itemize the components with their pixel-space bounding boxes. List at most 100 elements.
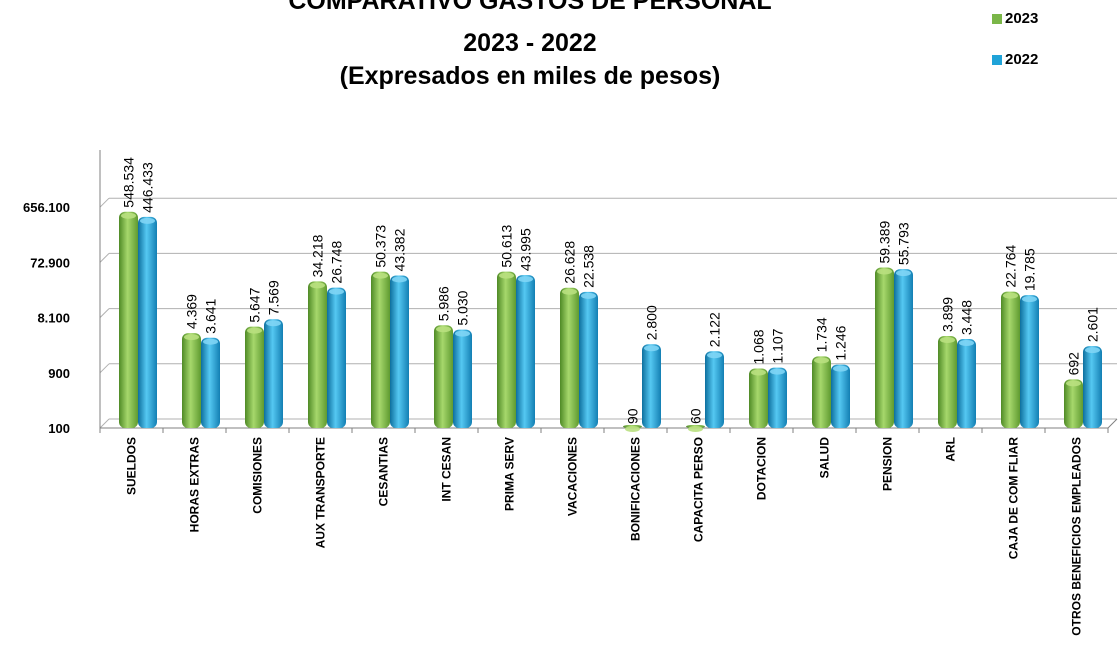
chart-title-line-3: (Expresados en miles de pesos) [339, 62, 721, 90]
bar-cap [121, 212, 136, 219]
gridline-depth [99, 197, 110, 208]
bar-cap [625, 426, 640, 432]
bar-2023 [1001, 291, 1020, 428]
bar-body [894, 269, 913, 428]
bar-cap [940, 336, 955, 343]
bar-2022 [264, 319, 283, 428]
bar-2023 [1064, 379, 1083, 428]
x-tick-label: AUX TRANSPORTE [314, 437, 328, 548]
bar-cap [436, 326, 451, 333]
bar-cap [814, 357, 829, 364]
data-label: 446.433 [140, 162, 156, 213]
bar-body [245, 326, 264, 428]
bar-cap [310, 282, 325, 289]
bar-cap [562, 288, 577, 295]
legend-label-2022: 2022 [1005, 51, 1039, 68]
bar-2023 [182, 333, 201, 428]
data-label: 22.764 [1003, 245, 1019, 288]
bar-body [812, 356, 831, 428]
bar-cap [707, 352, 722, 359]
bar-2022 [768, 367, 787, 428]
bar-cap [203, 338, 218, 345]
y-tick-label: 8.100 [37, 311, 70, 326]
x-tick-label: OTROS BENEFICIOS EMPLEADOS [1070, 437, 1084, 636]
bar-2023 [749, 368, 768, 428]
bar-2022 [138, 216, 157, 428]
data-label: 59.389 [877, 221, 893, 264]
data-label: 55.793 [896, 222, 912, 265]
data-label: 2.122 [707, 312, 723, 347]
bar-2022 [705, 351, 724, 428]
bar-body [390, 275, 409, 428]
bar-cap [266, 320, 281, 327]
x-tick-label: SUELDOS [125, 437, 139, 495]
bar-cap [1022, 296, 1037, 303]
bar-cap [140, 217, 155, 224]
floor-edge [1107, 418, 1118, 429]
data-label: 1.107 [770, 328, 786, 363]
data-label: 3.448 [959, 300, 975, 335]
bar-cap [833, 365, 848, 372]
data-label: 1.246 [833, 325, 849, 360]
bar-2023 [371, 271, 390, 428]
bar-body [642, 344, 661, 428]
bar-cap [373, 272, 388, 279]
data-label: 43.995 [518, 228, 534, 271]
bar-2023 [245, 326, 264, 428]
chart-title-line-2: 2023 - 2022 [463, 29, 597, 57]
bar-body [453, 329, 472, 428]
bar-body [749, 368, 768, 428]
x-tick-label: SALUD [818, 437, 832, 479]
data-label: 5.647 [247, 287, 263, 322]
bar-body [579, 291, 598, 428]
bar-cap [959, 340, 974, 347]
data-label: 5.030 [455, 290, 471, 325]
x-tick-label: PENSION [881, 437, 895, 491]
data-label: 19.785 [1022, 248, 1038, 291]
bar-body [1001, 291, 1020, 428]
gridline-depth [99, 363, 110, 374]
bar-body [1020, 295, 1039, 428]
data-label: 1.734 [814, 317, 830, 352]
bar-cap [499, 272, 514, 279]
data-label: 34.218 [310, 234, 326, 277]
gridline-depth [99, 308, 110, 318]
bar-cap [392, 276, 407, 283]
x-tick-label: CESANTIAS [377, 437, 391, 506]
data-label: 43.382 [392, 228, 408, 271]
bar-cap [518, 276, 533, 283]
bar-body [264, 319, 283, 428]
data-label: 3.641 [203, 298, 219, 333]
bar-2022 [453, 329, 472, 428]
bar-2023 [308, 281, 327, 428]
bar-body [768, 367, 787, 428]
data-label: 692 [1066, 352, 1082, 376]
bar-body [875, 267, 894, 428]
bar-body [182, 333, 201, 428]
data-label: 22.538 [581, 245, 597, 288]
bar-2022 [327, 287, 346, 428]
bar-2022 [516, 275, 535, 428]
data-label: 60 [688, 408, 704, 424]
bar-2022 [579, 291, 598, 428]
bar-2023 [812, 356, 831, 428]
bar-body [957, 339, 976, 428]
bar-2022 [894, 269, 913, 428]
bar-body [327, 287, 346, 428]
bar-2023 [119, 211, 138, 428]
bar-body [497, 271, 516, 428]
bar-body [119, 211, 138, 428]
bar-2023 [497, 271, 516, 428]
x-tick-label: CAJA DE COM FLIAR [1007, 437, 1021, 560]
x-tick-label: DOTACION [755, 437, 769, 500]
gridline-depth [99, 253, 110, 263]
bar-2023 [623, 425, 642, 432]
legend-label-2023: 2023 [1005, 10, 1039, 27]
bar-cap [877, 268, 892, 275]
data-label: 2.800 [644, 305, 660, 340]
legend-swatch-2022 [992, 54, 1002, 65]
x-tick-label: INT CESAN [440, 437, 454, 502]
bar-2023 [560, 287, 579, 428]
bar-cap [247, 327, 262, 334]
